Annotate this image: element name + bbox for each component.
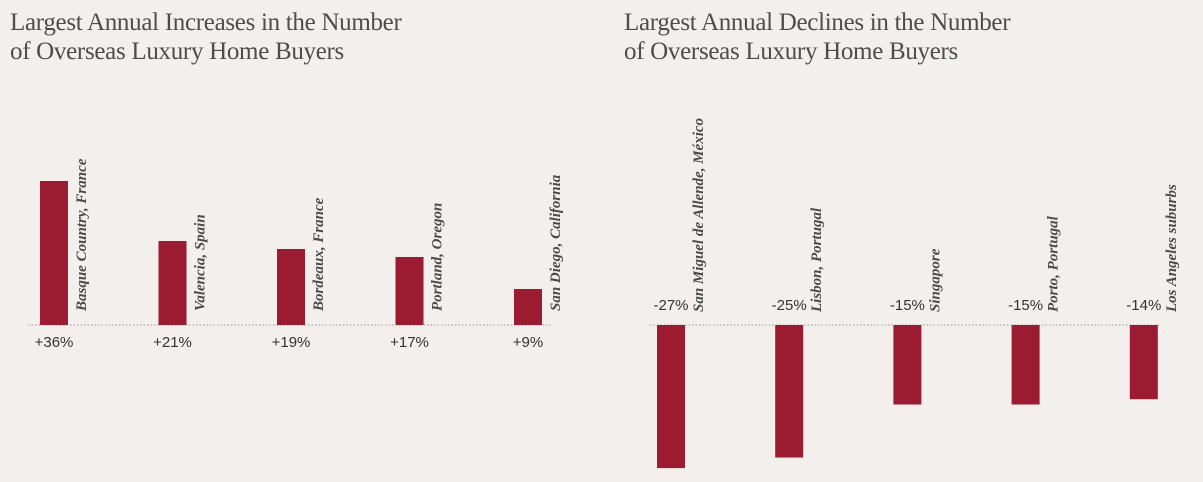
increase-bar-san-diego-california bbox=[514, 289, 542, 325]
increase-value-label-valencia-spain: +21% bbox=[153, 334, 192, 351]
decline-value-label-los-angeles-suburbs: -14% bbox=[1126, 297, 1161, 314]
decline-bar-porto-portugal bbox=[1011, 325, 1040, 405]
decline-value-label-lisbon-portugal: -25% bbox=[772, 297, 807, 314]
increase-value-label-portland-oregon: +17% bbox=[390, 334, 429, 351]
increases-title-line-1: Largest Annual Increases in the Number bbox=[10, 9, 402, 36]
decline-bar-lisbon-portugal bbox=[775, 325, 804, 458]
increase-category-label-san-diego-california: San Diego, California bbox=[548, 174, 564, 311]
increase-value-label-bordeaux-france: +19% bbox=[272, 334, 311, 351]
decline-category-label-lisbon-portugal: Lisbon, Portugal bbox=[809, 207, 825, 313]
increase-category-label-basque-country-france: Basque Country, France bbox=[74, 158, 90, 312]
decline-category-label-singapore: Singapore bbox=[927, 248, 943, 312]
decline-bar-los-angeles-suburbs bbox=[1129, 325, 1158, 400]
increase-bar-basque-country-france bbox=[40, 181, 68, 325]
increase-bar-portland-oregon bbox=[395, 257, 424, 325]
decline-value-label-singapore: -15% bbox=[890, 297, 925, 314]
increases-title-line-2: of Overseas Luxury Home Buyers bbox=[10, 38, 344, 65]
increase-category-label-portland-oregon: Portland, Oregon bbox=[430, 203, 446, 311]
declines-title-line-2: of Overseas Luxury Home Buyers bbox=[624, 38, 958, 65]
increase-category-label-bordeaux-france: Bordeaux, France bbox=[311, 197, 327, 312]
decline-value-label-porto-portugal: -15% bbox=[1008, 297, 1043, 314]
increase-value-label-san-diego-california: +9% bbox=[513, 334, 543, 351]
increase-value-label-basque-country-france: +36% bbox=[35, 334, 74, 351]
increases-chart-title: Largest Annual Increases in the Number o… bbox=[10, 8, 470, 66]
decline-category-label-porto-portugal: Porto, Portugal bbox=[1046, 215, 1062, 312]
decline-category-label-san-miguel-de-allende-mexico: San Miguel de Allende, México bbox=[691, 118, 707, 312]
increases-chart: +36% Basque Country, France +21% Valencia, … bbox=[28, 158, 564, 351]
decline-bar-san-miguel-de-allende-mexico bbox=[657, 325, 685, 469]
declines-chart: -27% San Miguel de Allende, México -25% Lis… bbox=[650, 118, 1180, 469]
increase-bar-bordeaux-france bbox=[277, 249, 305, 325]
decline-value-label-san-miguel-de-allende-mexico: -27% bbox=[653, 297, 688, 314]
increase-category-label-valencia-spain: Valencia, Spain bbox=[193, 214, 209, 311]
decline-bar-singapore bbox=[893, 325, 922, 405]
declines-title-line-1: Largest Annual Declines in the Number bbox=[624, 9, 1011, 36]
declines-chart-title: Largest Annual Declines in the Number of… bbox=[624, 8, 1084, 66]
decline-category-label-los-angeles-suburbs: Los Angeles suburbs bbox=[1164, 184, 1180, 313]
increase-bar-valencia-spain bbox=[158, 241, 187, 325]
